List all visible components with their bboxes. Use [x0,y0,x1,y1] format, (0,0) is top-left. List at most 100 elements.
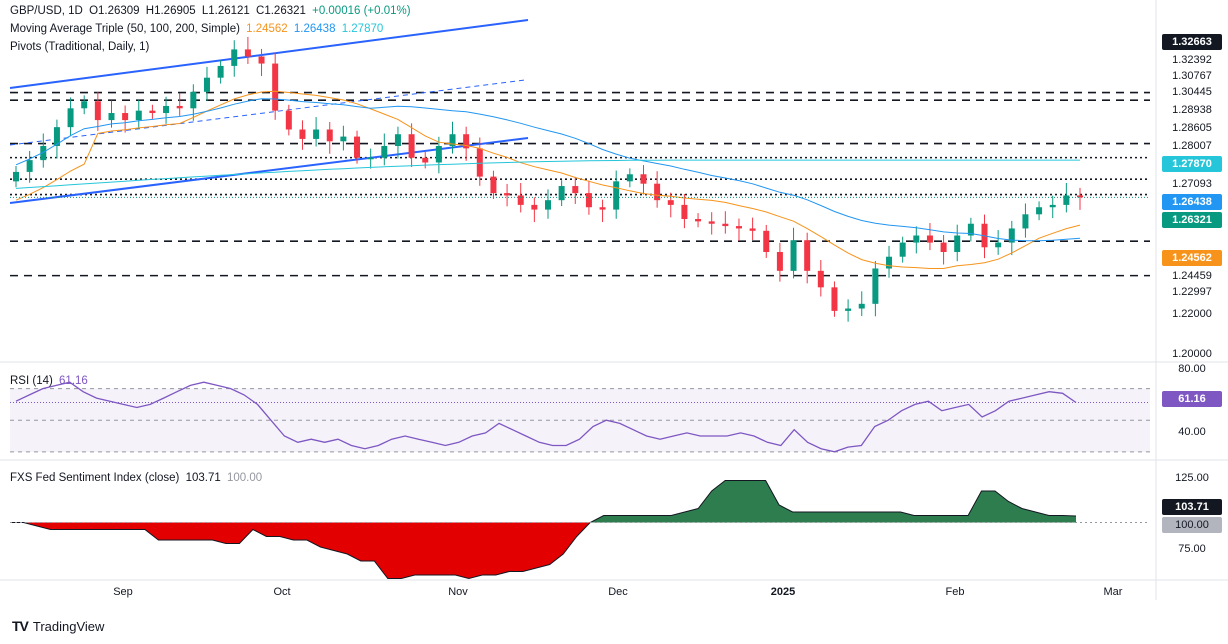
candle-body [1008,228,1015,243]
pivots-label: Pivots (Traditional, Daily, 1) [10,41,150,53]
ma-label: Moving Average Triple (50, 100, 200, Sim… [10,23,240,35]
candle-body [490,176,497,194]
price-axis-label: 1.32392 [1172,54,1212,66]
fsi-line [10,480,1077,580]
fsi-label: FXS Fed Sentiment Index (close) [10,472,180,484]
candle-body [67,108,74,128]
candle-body [1049,204,1056,208]
price-axis-label: 1.20000 [1172,348,1212,360]
legend-ma-row: Moving Average Triple (50, 100, 200, Sim… [10,22,386,36]
price-axis-label: 1.26438 [1162,194,1222,210]
time-axis-label: Oct [273,586,291,598]
price-axis-label: 1.30767 [1172,70,1212,82]
time-axis-label: Sep [113,586,133,598]
candle-body [244,49,251,57]
rsi-value: 61.16 [59,375,88,387]
price-axis-label: 1.28605 [1172,122,1212,134]
candle-body [613,181,620,210]
candle-body [367,157,374,160]
candle-body [995,242,1002,248]
candle-body [872,268,879,304]
ma200-value: 1.27870 [341,23,384,35]
fsi-positive-area [10,480,1076,523]
candle-body [326,129,333,142]
candle-body [504,193,511,196]
time-axis-label: Dec [608,586,628,598]
tradingview-brand[interactable]: TV TradingView [12,618,104,634]
candle-body [463,134,470,149]
candle-body [722,223,729,227]
price-axis-label: 1.24459 [1172,270,1212,282]
candle-body [122,113,129,121]
fsi-axis-label: 75.00 [1178,543,1206,555]
candles [13,36,1083,322]
price-axis-label: 1.27870 [1162,156,1222,172]
legend-symbol-row: GBP/USD, 1D O1.26309 H1.26905 L1.26121 C… [10,4,414,18]
candle-body [517,195,524,205]
candle-body [940,242,947,252]
rsi-line [15,381,1077,453]
candle-body [340,136,347,142]
rsi-axis-label: 80.00 [1178,363,1206,375]
ma50-line [15,90,1081,269]
candle-body [40,146,47,161]
candle-body [531,204,538,210]
candle-body [845,308,852,311]
candle-body [313,129,320,139]
fsi-axis-label: 100.00 [1162,517,1222,533]
candle-body [763,230,770,252]
price-axis-label: 1.32663 [1162,34,1222,50]
candle-body [695,219,702,222]
candle-body [422,157,429,163]
candle-body [640,174,647,184]
legend-rsi-row: RSI (14) 61.16 [10,374,91,388]
candle-body [967,223,974,236]
candle-body [26,160,33,172]
candle-body [817,270,824,288]
candle-body [231,49,238,66]
legend-fsi-row: FXS Fed Sentiment Index (close) 103.71 1… [10,471,265,485]
candle-body [804,240,811,271]
candle-body [1077,195,1083,198]
price-axis-label: 1.28007 [1172,140,1212,152]
candle-body [667,200,674,205]
candle-body [899,242,906,257]
fsi-base-value: 100.00 [226,472,263,484]
candle-body [1063,195,1070,205]
fsi-negative-area [10,522,1076,579]
low-value: L1.26121 [201,5,250,17]
ma200-line [15,159,1080,189]
candle-body [408,134,415,158]
candle-body [558,186,565,201]
price-axis-label: 1.22997 [1172,286,1212,298]
candle-body [626,174,633,182]
candle-body [831,287,838,311]
candle-body [735,226,742,229]
tradingview-logo-icon: TV [12,618,29,634]
candle-body [394,134,401,146]
rsi-axis-label: 61.16 [1162,391,1222,407]
fsi-value: 103.71 [185,472,221,484]
candle-body [176,105,183,109]
candle-body [13,171,19,182]
candle-body [94,101,101,121]
candle-body [190,91,197,109]
candle-body [954,235,961,252]
fsi-axis-label: 125.00 [1175,472,1209,484]
candle-body [354,136,361,158]
trend-line-upper [9,19,529,89]
candle-body [135,110,142,121]
rsi-label: RSI (14) [10,375,53,387]
legend-pivots-row: Pivots (Traditional, Daily, 1) [10,40,152,54]
ma50-value: 1.24562 [246,23,288,35]
symbol-label: GBP/USD, 1D [10,5,83,17]
open-value: O1.26309 [89,5,140,17]
candle-body [776,252,783,271]
candle-body [926,235,933,243]
candle-body [545,200,551,210]
candle-body [435,146,442,163]
candle-body [149,110,156,114]
candle-body [285,110,292,130]
price-axis-label: 1.22000 [1172,308,1212,320]
